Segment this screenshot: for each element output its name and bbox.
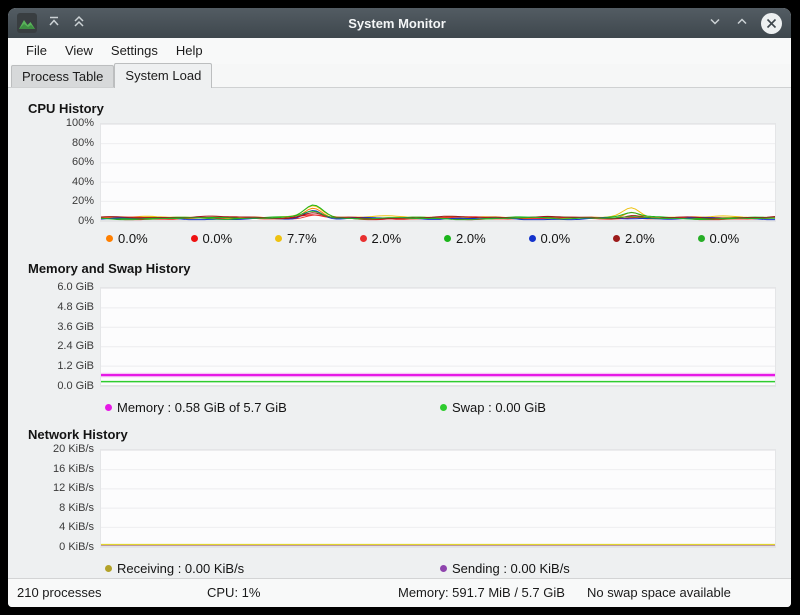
axis-tick-label: 20%	[71, 195, 94, 208]
legend-dot-icon	[440, 403, 447, 411]
legend-dot-icon	[359, 234, 367, 242]
axis-tick-label: 8 KiB/s	[59, 501, 94, 514]
legend-item: 0.0%	[692, 229, 777, 247]
axis-tick-label: 0.0 GiB	[57, 380, 94, 392]
close-icon[interactable]	[761, 12, 782, 34]
legend-label: 0.0%	[118, 230, 148, 246]
tabbar: Process Table System Load	[8, 63, 791, 88]
system-monitor-window: System Monitor File View Settings H	[8, 8, 791, 607]
tab-process-table[interactable]: Process Table	[11, 65, 115, 87]
app-icon[interactable]	[17, 13, 37, 33]
menu-help[interactable]: Help	[175, 43, 203, 58]
legend-label: 7.7%	[287, 230, 317, 246]
axis-tick-label: 0 KiB/s	[59, 541, 94, 553]
legend-item: 0.0%	[100, 229, 185, 247]
axis-tick-label: 100%	[65, 117, 94, 129]
legend-label: 2.0%	[371, 230, 402, 246]
axis-tick-label: 20 KiB/s	[53, 443, 94, 455]
legend-item: Sending : 0.00 KiB/s	[440, 559, 570, 577]
maximize-icon[interactable]	[734, 13, 750, 34]
axis-tick-label: 4 KiB/s	[59, 521, 94, 534]
status-cpu: CPU: 1%	[207, 585, 261, 600]
tab-system-load[interactable]: System Load	[114, 63, 213, 88]
legend-item: 2.0%	[607, 229, 692, 247]
legend-item: Swap : 0.00 GiB	[440, 398, 546, 416]
legend-dot-icon	[106, 234, 113, 242]
minimize-icon[interactable]	[707, 13, 723, 34]
memory-legend: Memory : 0.58 GiB of 5.7 GiB Swap : 0.00 …	[100, 398, 776, 416]
menu-view[interactable]: View	[64, 43, 93, 58]
legend-item: 0.0%	[185, 229, 270, 247]
cpu-history-chart	[100, 123, 776, 222]
legend-item: 2.0%	[354, 229, 439, 247]
legend-label: 2.0%	[456, 230, 486, 246]
memory-swap-history-title: Memory and Swap History	[28, 261, 191, 276]
axis-tick-label: 6.0 GiB	[57, 281, 94, 293]
legend-dot-icon	[440, 564, 447, 572]
legend-label: 2.0%	[625, 230, 655, 246]
legend-item: 7.7%	[269, 229, 354, 247]
statusbar: 210 processes CPU: 1% Memory: 591.7 MiB …	[8, 578, 791, 607]
legend-label: Receiving : 0.00 KiB/s	[117, 560, 245, 576]
menubar: File View Settings Help	[8, 38, 791, 64]
legend-dot-icon	[613, 234, 620, 242]
network-history-title: Network History	[28, 427, 128, 442]
axis-tick-label: 2.4 GiB	[57, 340, 94, 353]
legend-dot-icon	[528, 234, 536, 242]
status-swap: No swap space available	[587, 585, 731, 600]
legend-label: 0.0%	[202, 230, 233, 246]
axis-tick-label: 16 KiB/s	[53, 462, 94, 475]
axis-tick-label: 40%	[71, 175, 94, 188]
memory-swap-history-chart	[100, 287, 776, 387]
network-legend: Receiving : 0.00 KiB/s Sending : 0.00 KiB…	[100, 559, 776, 577]
legend-item: Receiving : 0.00 KiB/s	[105, 559, 244, 577]
legend-item: Memory : 0.58 GiB of 5.7 GiB	[105, 398, 287, 416]
axis-tick-label: 12 KiB/s	[53, 482, 94, 495]
axis-tick-label: 1.2 GiB	[57, 360, 94, 373]
menu-file[interactable]: File	[26, 43, 47, 58]
menu-settings[interactable]: Settings	[110, 43, 158, 58]
legend-label: Memory : 0.58 GiB of 5.7 GiB	[117, 399, 287, 415]
legend-label: 0.0%	[709, 230, 740, 246]
status-memory: Memory: 591.7 MiB / 5.7 GiB	[398, 585, 565, 600]
titlebar-left-buttons	[17, 13, 87, 34]
axis-tick-label: 4.8 GiB	[57, 300, 94, 313]
cpu-history-title: CPU History	[28, 101, 104, 116]
legend-dot-icon	[190, 234, 198, 242]
axis-tick-label: 3.6 GiB	[57, 320, 94, 333]
legend-dot-icon	[275, 234, 282, 242]
titlebar: System Monitor	[8, 8, 791, 38]
shade-window-icon[interactable]	[71, 13, 87, 34]
legend-item: 0.0%	[523, 229, 608, 247]
legend-label: 0.0%	[540, 230, 571, 246]
legend-item: 2.0%	[438, 229, 523, 247]
legend-label: Sending : 0.00 KiB/s	[452, 560, 570, 576]
legend-dot-icon	[444, 234, 451, 242]
legend-dot-icon	[697, 234, 705, 242]
network-history-chart	[100, 449, 776, 548]
legend-label: Swap : 0.00 GiB	[452, 399, 546, 415]
axis-tick-label: 60%	[71, 156, 94, 169]
status-processes: 210 processes	[17, 585, 102, 600]
window-title: System Monitor	[348, 15, 446, 31]
axis-tick-label: 0%	[78, 215, 94, 227]
legend-dot-icon	[105, 403, 112, 411]
axis-tick-label: 80%	[71, 136, 94, 149]
keep-above-icon[interactable]	[46, 13, 62, 34]
cpu-legend: 0.0% 0.0% 7.7% 2.0% 2.0% 0.0% 2.0% 0.0%	[100, 229, 776, 247]
titlebar-right-buttons	[707, 12, 782, 34]
legend-dot-icon	[105, 564, 112, 572]
